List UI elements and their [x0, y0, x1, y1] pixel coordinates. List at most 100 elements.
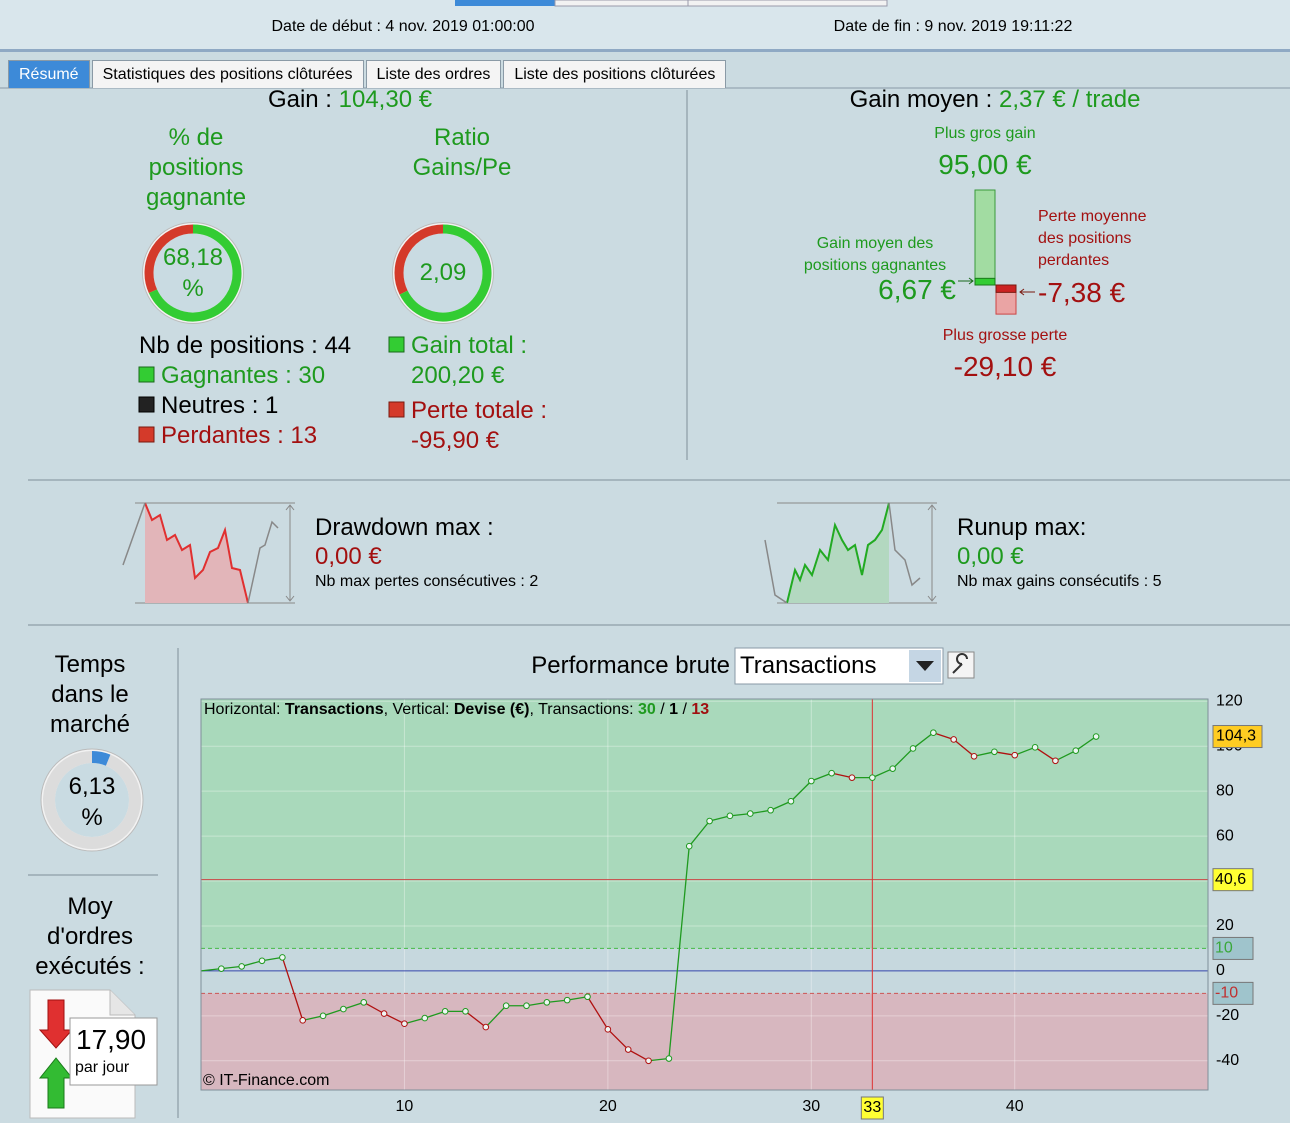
line-segment — [363, 1001, 385, 1015]
legend-part: Horizontal: — [204, 701, 285, 718]
point — [726, 812, 734, 820]
line-segment — [688, 820, 711, 847]
last-value-label: 104,3 — [1216, 728, 1256, 745]
line-segment — [546, 999, 568, 1004]
drawdown-title: Drawdown max : — [315, 514, 494, 541]
ratio-title: Ratio Gains/Pe — [412, 124, 512, 181]
positions: Nb de positions : 44 — [139, 332, 352, 359]
bar — [974, 189, 996, 286]
line-segment — [322, 1008, 344, 1017]
point — [869, 774, 876, 781]
loss-total-label: Perte totale : — [411, 397, 548, 424]
y-tick-label: 0 — [1216, 962, 1225, 979]
line-segment — [627, 1048, 649, 1062]
line-segment — [383, 1013, 405, 1025]
last-value-badge — [1212, 725, 1263, 749]
separator — [0, 49, 1290, 52]
line-segment — [526, 1001, 547, 1007]
y-tick-label: 20 — [1216, 917, 1234, 934]
point — [970, 753, 978, 760]
dropdown[interactable] — [734, 647, 944, 685]
badge-label: -10 — [1215, 985, 1238, 1002]
badge — [1212, 936, 1254, 960]
line-segment — [241, 960, 263, 968]
legend-part: , Transactions: — [529, 701, 638, 718]
tab[interactable]: Liste des positions clôturées — [503, 60, 727, 88]
line-segment — [953, 738, 975, 757]
line-segment — [1014, 746, 1036, 756]
drawdown-value: 0,00 € — [315, 543, 382, 570]
orders-value: 17,90 — [76, 1024, 147, 1055]
line-segment — [729, 812, 751, 817]
y-tick-label: 80 — [1216, 782, 1234, 799]
point — [319, 1012, 327, 1020]
line-segment — [709, 815, 731, 822]
market-time-title: Temps dans le marché — [49, 651, 131, 738]
legend-square — [388, 336, 405, 353]
point — [401, 1020, 408, 1028]
dropdown-value[interactable]: Transactions — [740, 652, 877, 679]
x-tick-label: 10 — [396, 1098, 414, 1115]
line-segment — [1055, 750, 1077, 762]
point — [340, 1005, 347, 1013]
line-segment — [912, 732, 934, 749]
max-gain-label: Plus gros gain — [934, 125, 1036, 142]
point — [1072, 747, 1080, 754]
y-tick-label: -20 — [1216, 1007, 1239, 1024]
donut-arc — [148, 224, 242, 322]
donut-hole — [55, 763, 129, 837]
dropdown-arrow[interactable] — [916, 661, 934, 671]
point — [1092, 733, 1100, 740]
line-segment — [302, 1015, 324, 1021]
point — [889, 765, 896, 772]
point — [787, 797, 795, 805]
point — [441, 1008, 449, 1015]
point — [299, 1017, 307, 1024]
legend-part: Devise (€) — [453, 701, 530, 718]
avg-loss: -7,38 € — [1038, 277, 1126, 308]
max-loss: -29,10 € — [953, 351, 1057, 382]
bar — [974, 277, 996, 286]
orders-title: Moy d'ordres exécutés : — [35, 893, 145, 980]
line-segment — [648, 1057, 669, 1062]
bar — [995, 284, 1017, 293]
tab[interactable]: Statistiques des positions clôturées — [91, 60, 364, 88]
point — [563, 996, 571, 1004]
line-segment — [770, 800, 792, 811]
tab[interactable]: Liste des ordres — [365, 60, 502, 88]
point — [624, 1046, 632, 1053]
point — [543, 999, 551, 1006]
winners: Gagnantes : 30 — [161, 362, 326, 389]
point — [1031, 744, 1039, 751]
chart-legend: Horizontal: Transactions, Vertical: Devi… — [204, 702, 709, 718]
neutral: Neutres : 1 — [161, 392, 279, 419]
legend-square — [138, 366, 155, 383]
point — [645, 1057, 652, 1065]
legend-part: / — [655, 701, 670, 718]
watermark: © IT-Finance.com — [203, 1072, 330, 1089]
line-segment — [831, 772, 853, 779]
avg-win: 6,67 € — [878, 274, 956, 305]
tab[interactable]: Résumé — [8, 60, 90, 88]
point — [1011, 751, 1019, 759]
badge — [1212, 868, 1254, 892]
donut-arc — [91, 751, 111, 766]
line-segment — [465, 1010, 487, 1028]
label: Gain moyen : — [849, 86, 993, 113]
legend-part: , Vertical: — [383, 701, 454, 718]
arrow — [958, 277, 974, 285]
point — [584, 993, 591, 1001]
losers: Perdantes : 13 — [161, 422, 318, 449]
loss-total: -95,90 € — [411, 427, 500, 454]
y-tick-label: 120 — [1216, 692, 1243, 709]
line-segment — [424, 1010, 446, 1019]
chart: -40-200204060801001201020304040,610-1033… — [200, 692, 1263, 1120]
orders-unit: par jour — [75, 1059, 130, 1076]
legend-square — [138, 426, 155, 443]
ratio-value: 2,09 — [419, 259, 467, 286]
x-tick-label: 40 — [1006, 1098, 1024, 1115]
point — [604, 1026, 612, 1033]
wrench-icon[interactable] — [952, 653, 968, 674]
drawdown-icon — [122, 502, 295, 604]
